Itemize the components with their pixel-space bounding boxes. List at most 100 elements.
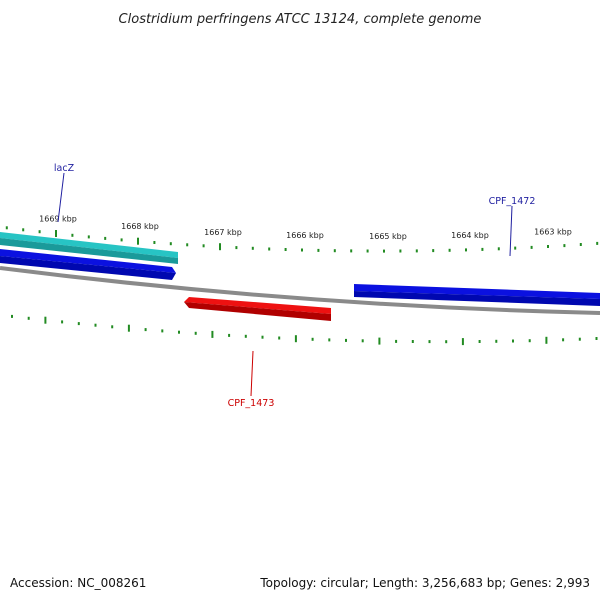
inner-major-tick xyxy=(378,337,381,345)
gene-cpf-1473-label[interactable]: CPF_1473 xyxy=(228,398,275,409)
genome-backbone xyxy=(0,266,600,315)
inner-minor-tick xyxy=(395,339,398,343)
gene-lacz-leader-line xyxy=(57,172,65,223)
outer-minor-tick xyxy=(153,241,156,244)
gene-lacz-label[interactable]: lacZ xyxy=(54,163,75,174)
inner-major-tick xyxy=(44,316,47,324)
gene-cpf-1473[interactable] xyxy=(184,297,331,321)
outer-minor-tick xyxy=(186,243,189,247)
scale-tick-label: 1664 kbp xyxy=(451,231,489,240)
outer-minor-tick xyxy=(22,228,25,232)
inner-minor-tick xyxy=(244,334,247,338)
scale-tick-label: 1663 kbp xyxy=(534,227,572,236)
outer-minor-tick xyxy=(448,248,451,252)
outer-minor-tick xyxy=(284,248,287,251)
outer-minor-tick xyxy=(350,249,353,253)
inner-minor-tick xyxy=(228,333,231,337)
inner-minor-tick xyxy=(595,337,598,340)
inner-minor-tick xyxy=(111,325,114,329)
scale-tick-label: 1666 kbp xyxy=(286,231,324,240)
inner-minor-tick xyxy=(311,337,314,341)
gene-unlabeled-left[interactable] xyxy=(0,249,176,280)
scale-tick-label: 1668 kbp xyxy=(121,222,159,231)
inner-minor-tick xyxy=(77,322,80,326)
outer-minor-tick xyxy=(497,247,500,251)
outer-minor-tick xyxy=(579,243,582,246)
inner-minor-tick xyxy=(345,338,347,342)
outer-scale-ticks xyxy=(5,226,599,253)
gene-unlabeled-left-edge xyxy=(0,256,176,280)
outer-minor-tick xyxy=(333,249,336,253)
outer-minor-tick xyxy=(120,238,123,242)
outer-minor-tick xyxy=(547,245,549,248)
gene-cpf-1472[interactable] xyxy=(354,284,600,306)
inner-minor-tick xyxy=(411,340,414,343)
inner-minor-tick xyxy=(445,340,448,344)
inner-major-tick xyxy=(294,335,297,343)
inner-minor-tick xyxy=(578,337,581,341)
scale-tick-label: 1665 kbp xyxy=(369,232,407,241)
inner-minor-tick xyxy=(11,314,13,318)
inner-minor-tick xyxy=(528,339,531,343)
inner-minor-tick xyxy=(61,320,64,324)
inner-minor-tick xyxy=(328,338,331,342)
gene-cpf-1472-leader-line xyxy=(509,205,513,257)
scale-tick-label: 1667 kbp xyxy=(204,228,242,237)
outer-minor-tick xyxy=(366,249,369,253)
inner-minor-tick xyxy=(27,316,30,320)
outer-minor-tick xyxy=(596,241,599,245)
outer-minor-tick xyxy=(38,230,41,234)
inner-minor-tick xyxy=(194,331,197,335)
outer-minor-tick xyxy=(317,248,320,252)
outer-minor-tick xyxy=(481,247,484,251)
inner-minor-tick xyxy=(161,329,164,333)
outer-minor-tick xyxy=(514,246,517,250)
inner-minor-tick xyxy=(495,339,498,343)
inner-minor-tick xyxy=(478,340,481,343)
outer-major-tick xyxy=(55,230,57,237)
outer-minor-tick xyxy=(5,226,8,230)
outer-minor-tick xyxy=(383,249,385,253)
outer-minor-tick xyxy=(71,233,74,237)
genome-summary-text: Topology: circular; Length: 3,256,683 bp… xyxy=(260,576,590,590)
outer-minor-tick xyxy=(399,249,402,253)
gene-cpf-1473-leader-line xyxy=(250,350,254,397)
outer-major-tick xyxy=(219,243,221,251)
gene-lacz-edge xyxy=(0,238,178,264)
map-title: Clostridium perfringens ATCC 13124, comp… xyxy=(119,12,482,27)
gene-unlabeled-left-body[interactable] xyxy=(0,249,176,273)
inner-minor-tick xyxy=(428,340,431,344)
gene-lacz-body[interactable] xyxy=(0,232,178,258)
outer-minor-tick xyxy=(202,244,205,248)
inner-minor-tick xyxy=(261,335,264,339)
gene-cpf-1473-edge xyxy=(184,302,331,321)
accession-text: Accession: NC_008261 xyxy=(10,576,147,590)
gene-cpf-1472-label[interactable]: CPF_1472 xyxy=(489,196,536,207)
inner-minor-tick xyxy=(144,328,147,332)
outer-major-tick xyxy=(137,237,139,245)
gene-cpf-1472-edge xyxy=(354,291,600,306)
inner-minor-tick xyxy=(94,323,97,327)
outer-minor-tick xyxy=(169,242,172,246)
inner-minor-tick xyxy=(178,330,180,334)
gene-cpf-1473-body[interactable] xyxy=(184,297,331,314)
inner-major-tick xyxy=(545,336,548,344)
outer-minor-tick xyxy=(465,248,467,252)
inner-major-tick xyxy=(127,324,130,332)
outer-minor-tick xyxy=(563,244,566,248)
inner-major-tick xyxy=(211,330,214,338)
gene-cpf-1472-body[interactable] xyxy=(354,284,600,299)
inner-minor-tick xyxy=(512,339,514,343)
outer-minor-tick xyxy=(268,247,271,251)
inner-minor-tick xyxy=(278,336,281,340)
inner-minor-tick xyxy=(361,339,364,343)
gene-lacz[interactable] xyxy=(0,232,178,264)
inner-scale-ticks xyxy=(11,314,598,346)
inner-major-tick xyxy=(461,338,464,346)
outer-minor-tick xyxy=(235,246,238,250)
outer-minor-tick xyxy=(301,248,303,252)
outer-minor-tick xyxy=(251,246,254,250)
outer-minor-tick xyxy=(104,236,107,240)
